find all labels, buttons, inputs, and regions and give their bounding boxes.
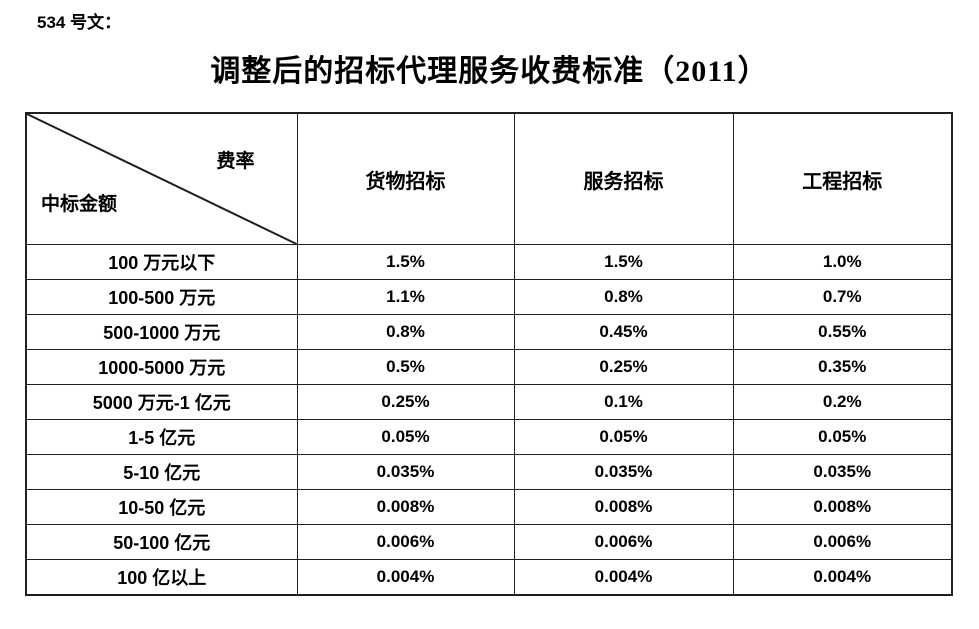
engineering-rate-cell: 0.05% (732, 419, 953, 455)
table-row: 100-500 万元 1.1% 0.8% 0.7% (25, 279, 953, 315)
goods-rate-cell: 0.25% (296, 384, 515, 420)
corner-label-bid-amount: 中标金额 (41, 194, 118, 215)
engineering-rate-cell: 0.2% (732, 384, 953, 420)
amount-range-cell: 5-10 亿元 (25, 454, 298, 490)
amount-range-cell: 1-5 亿元 (25, 419, 298, 455)
table-row: 5-10 亿元 0.035% 0.035% 0.035% (25, 454, 953, 490)
goods-rate-cell: 0.008% (296, 489, 515, 525)
amount-range-cell: 10-50 亿元 (25, 489, 298, 525)
goods-rate-cell: 0.004% (296, 559, 515, 596)
corner-label-rate: 费率 (216, 151, 255, 172)
table-row: 50-100 亿元 0.006% 0.006% 0.006% (25, 524, 953, 560)
goods-rate-cell: 0.05% (296, 419, 515, 455)
service-rate-cell: 0.035% (513, 454, 734, 490)
service-rate-cell: 0.006% (513, 524, 734, 560)
table-row: 10-50 亿元 0.008% 0.008% 0.008% (25, 489, 953, 525)
amount-range-cell: 100 亿以上 (25, 559, 298, 596)
page-title: 调整后的招标代理服务收费标准（2011） (210, 55, 769, 88)
column-header-goods-bidding: 货物招标 (296, 112, 515, 245)
table-row: 100 万元以下 1.5% 1.5% 1.0% (25, 244, 953, 280)
table-row: 1000-5000 万元 0.5% 0.25% 0.35% (25, 349, 953, 385)
column-header-engineering-bidding: 工程招标 (732, 112, 953, 245)
engineering-rate-cell: 0.7% (732, 279, 953, 315)
engineering-rate-cell: 0.55% (732, 314, 953, 350)
service-rate-cell: 0.25% (513, 349, 734, 385)
diagonal-divider-line (27, 114, 296, 244)
table-row: 1-5 亿元 0.05% 0.05% 0.05% (25, 419, 953, 455)
service-rate-cell: 0.8% (513, 279, 734, 315)
table-row: 100 亿以上 0.004% 0.004% 0.004% (25, 559, 953, 596)
service-rate-cell: 0.004% (513, 559, 734, 596)
engineering-rate-cell: 0.006% (732, 524, 953, 560)
document-number-label: 534 号文： (37, 13, 122, 32)
goods-rate-cell: 1.5% (296, 244, 515, 280)
engineering-rate-cell: 0.35% (732, 349, 953, 385)
header-row: 费率 中标金额 货物招标 服务招标 工程招标 (25, 112, 953, 245)
engineering-rate-cell: 0.008% (732, 489, 953, 525)
amount-range-cell: 100-500 万元 (25, 279, 298, 315)
engineering-rate-cell: 1.0% (732, 244, 953, 280)
column-header-service-bidding: 服务招标 (513, 112, 734, 245)
fee-table-header: 费率 中标金额 货物招标 服务招标 工程招标 (25, 112, 953, 245)
amount-range-cell: 1000-5000 万元 (25, 349, 298, 385)
service-rate-cell: 0.008% (513, 489, 734, 525)
table-row: 5000 万元-1 亿元 0.25% 0.1% 0.2% (25, 384, 953, 420)
goods-rate-cell: 0.006% (296, 524, 515, 560)
service-rate-cell: 0.05% (513, 419, 734, 455)
amount-range-cell: 500-1000 万元 (25, 314, 298, 350)
goods-rate-cell: 0.5% (296, 349, 515, 385)
service-rate-cell: 0.45% (513, 314, 734, 350)
amount-range-cell: 100 万元以下 (25, 244, 298, 280)
service-rate-cell: 0.1% (513, 384, 734, 420)
goods-rate-cell: 1.1% (296, 279, 515, 315)
corner-header-cell: 费率 中标金额 (25, 112, 298, 245)
table-row: 500-1000 万元 0.8% 0.45% 0.55% (25, 314, 953, 350)
engineering-rate-cell: 0.035% (732, 454, 953, 490)
goods-rate-cell: 0.8% (296, 314, 515, 350)
amount-range-cell: 5000 万元-1 亿元 (25, 384, 298, 420)
goods-rate-cell: 0.035% (296, 454, 515, 490)
amount-range-cell: 50-100 亿元 (25, 524, 298, 560)
fee-table-body: 100 万元以下 1.5% 1.5% 1.0% 100-500 万元 1.1% … (25, 244, 953, 596)
fee-rate-table: 费率 中标金额 货物招标 服务招标 工程招标 100 万元以下 1.5% 1.5… (25, 112, 953, 596)
engineering-rate-cell: 0.004% (732, 559, 953, 596)
service-rate-cell: 1.5% (513, 244, 734, 280)
